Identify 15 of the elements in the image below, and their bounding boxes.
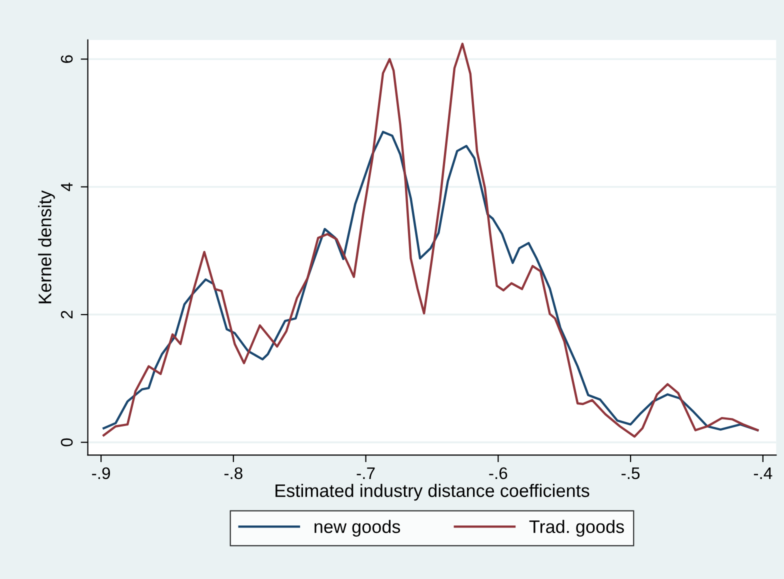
- y-tick-label: 4: [61, 182, 73, 192]
- x-tick-label: -.9: [92, 467, 110, 480]
- legend-label: new goods: [314, 520, 400, 537]
- y-tick-label: 6: [60, 55, 73, 63]
- x-axis-title: Estimated industry distance coefficients: [276, 484, 590, 501]
- y-tick-label: 2: [60, 310, 73, 318]
- x-tick-label: -.5: [622, 468, 640, 480]
- line-series: [102, 42, 759, 438]
- x-tick-label: -.6: [489, 467, 508, 480]
- y-axis-title: Kernel density: [38, 190, 55, 304]
- legend-label: Trad. goods: [529, 520, 624, 537]
- x-tick-label: -.4: [754, 468, 772, 479]
- y-tick-label: 0: [60, 438, 73, 446]
- x-tick-label: -.7: [356, 468, 375, 479]
- x-tick-label: -.8: [224, 467, 242, 480]
